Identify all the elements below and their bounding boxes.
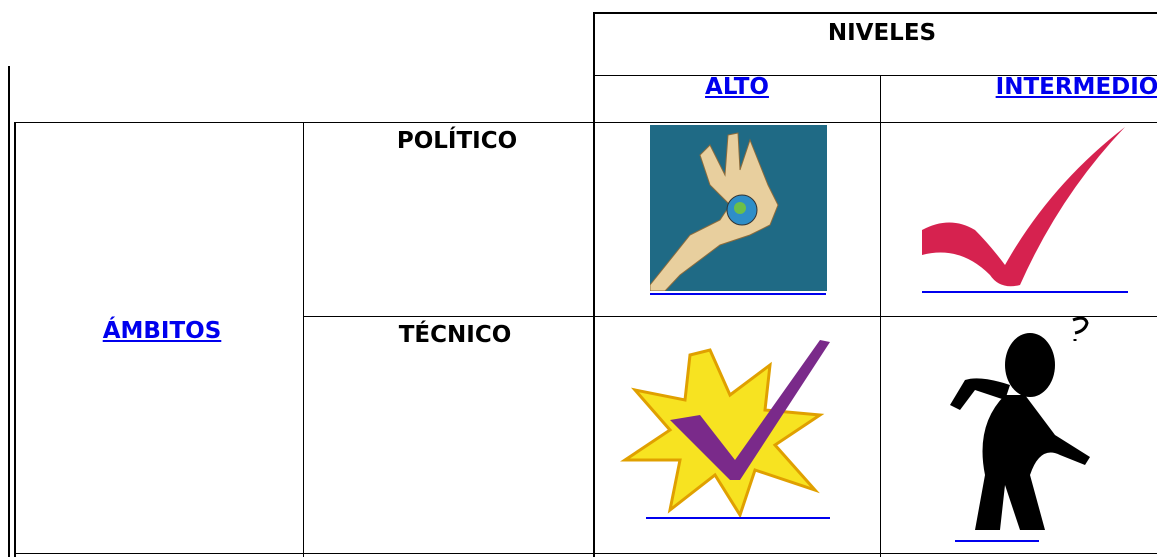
border [593, 12, 1157, 14]
check-image[interactable] [920, 125, 1130, 290]
border [14, 122, 16, 557]
thinking-figure-image[interactable] [945, 315, 1105, 540]
hand-image[interactable] [650, 125, 827, 291]
border [593, 75, 1157, 76]
header-title: NIVELES [827, 20, 937, 46]
border [303, 316, 1157, 317]
border [8, 66, 10, 557]
row-label: POLÍTICO [396, 128, 518, 154]
column-link[interactable]: INTERMEDIO [995, 74, 1157, 100]
row-label: TÉCNICO [398, 322, 512, 348]
image-link-underline [922, 291, 1128, 293]
border [593, 12, 595, 557]
border [303, 122, 304, 557]
border [14, 122, 1157, 123]
row-group-link[interactable]: ÁMBITOS [102, 318, 222, 344]
image-link-underline [646, 517, 830, 519]
border [14, 553, 1157, 554]
column-link[interactable]: ALTO [705, 74, 769, 100]
image-link-underline [955, 540, 1039, 542]
image-link-underline [650, 293, 826, 295]
starburst-image[interactable] [620, 340, 832, 518]
